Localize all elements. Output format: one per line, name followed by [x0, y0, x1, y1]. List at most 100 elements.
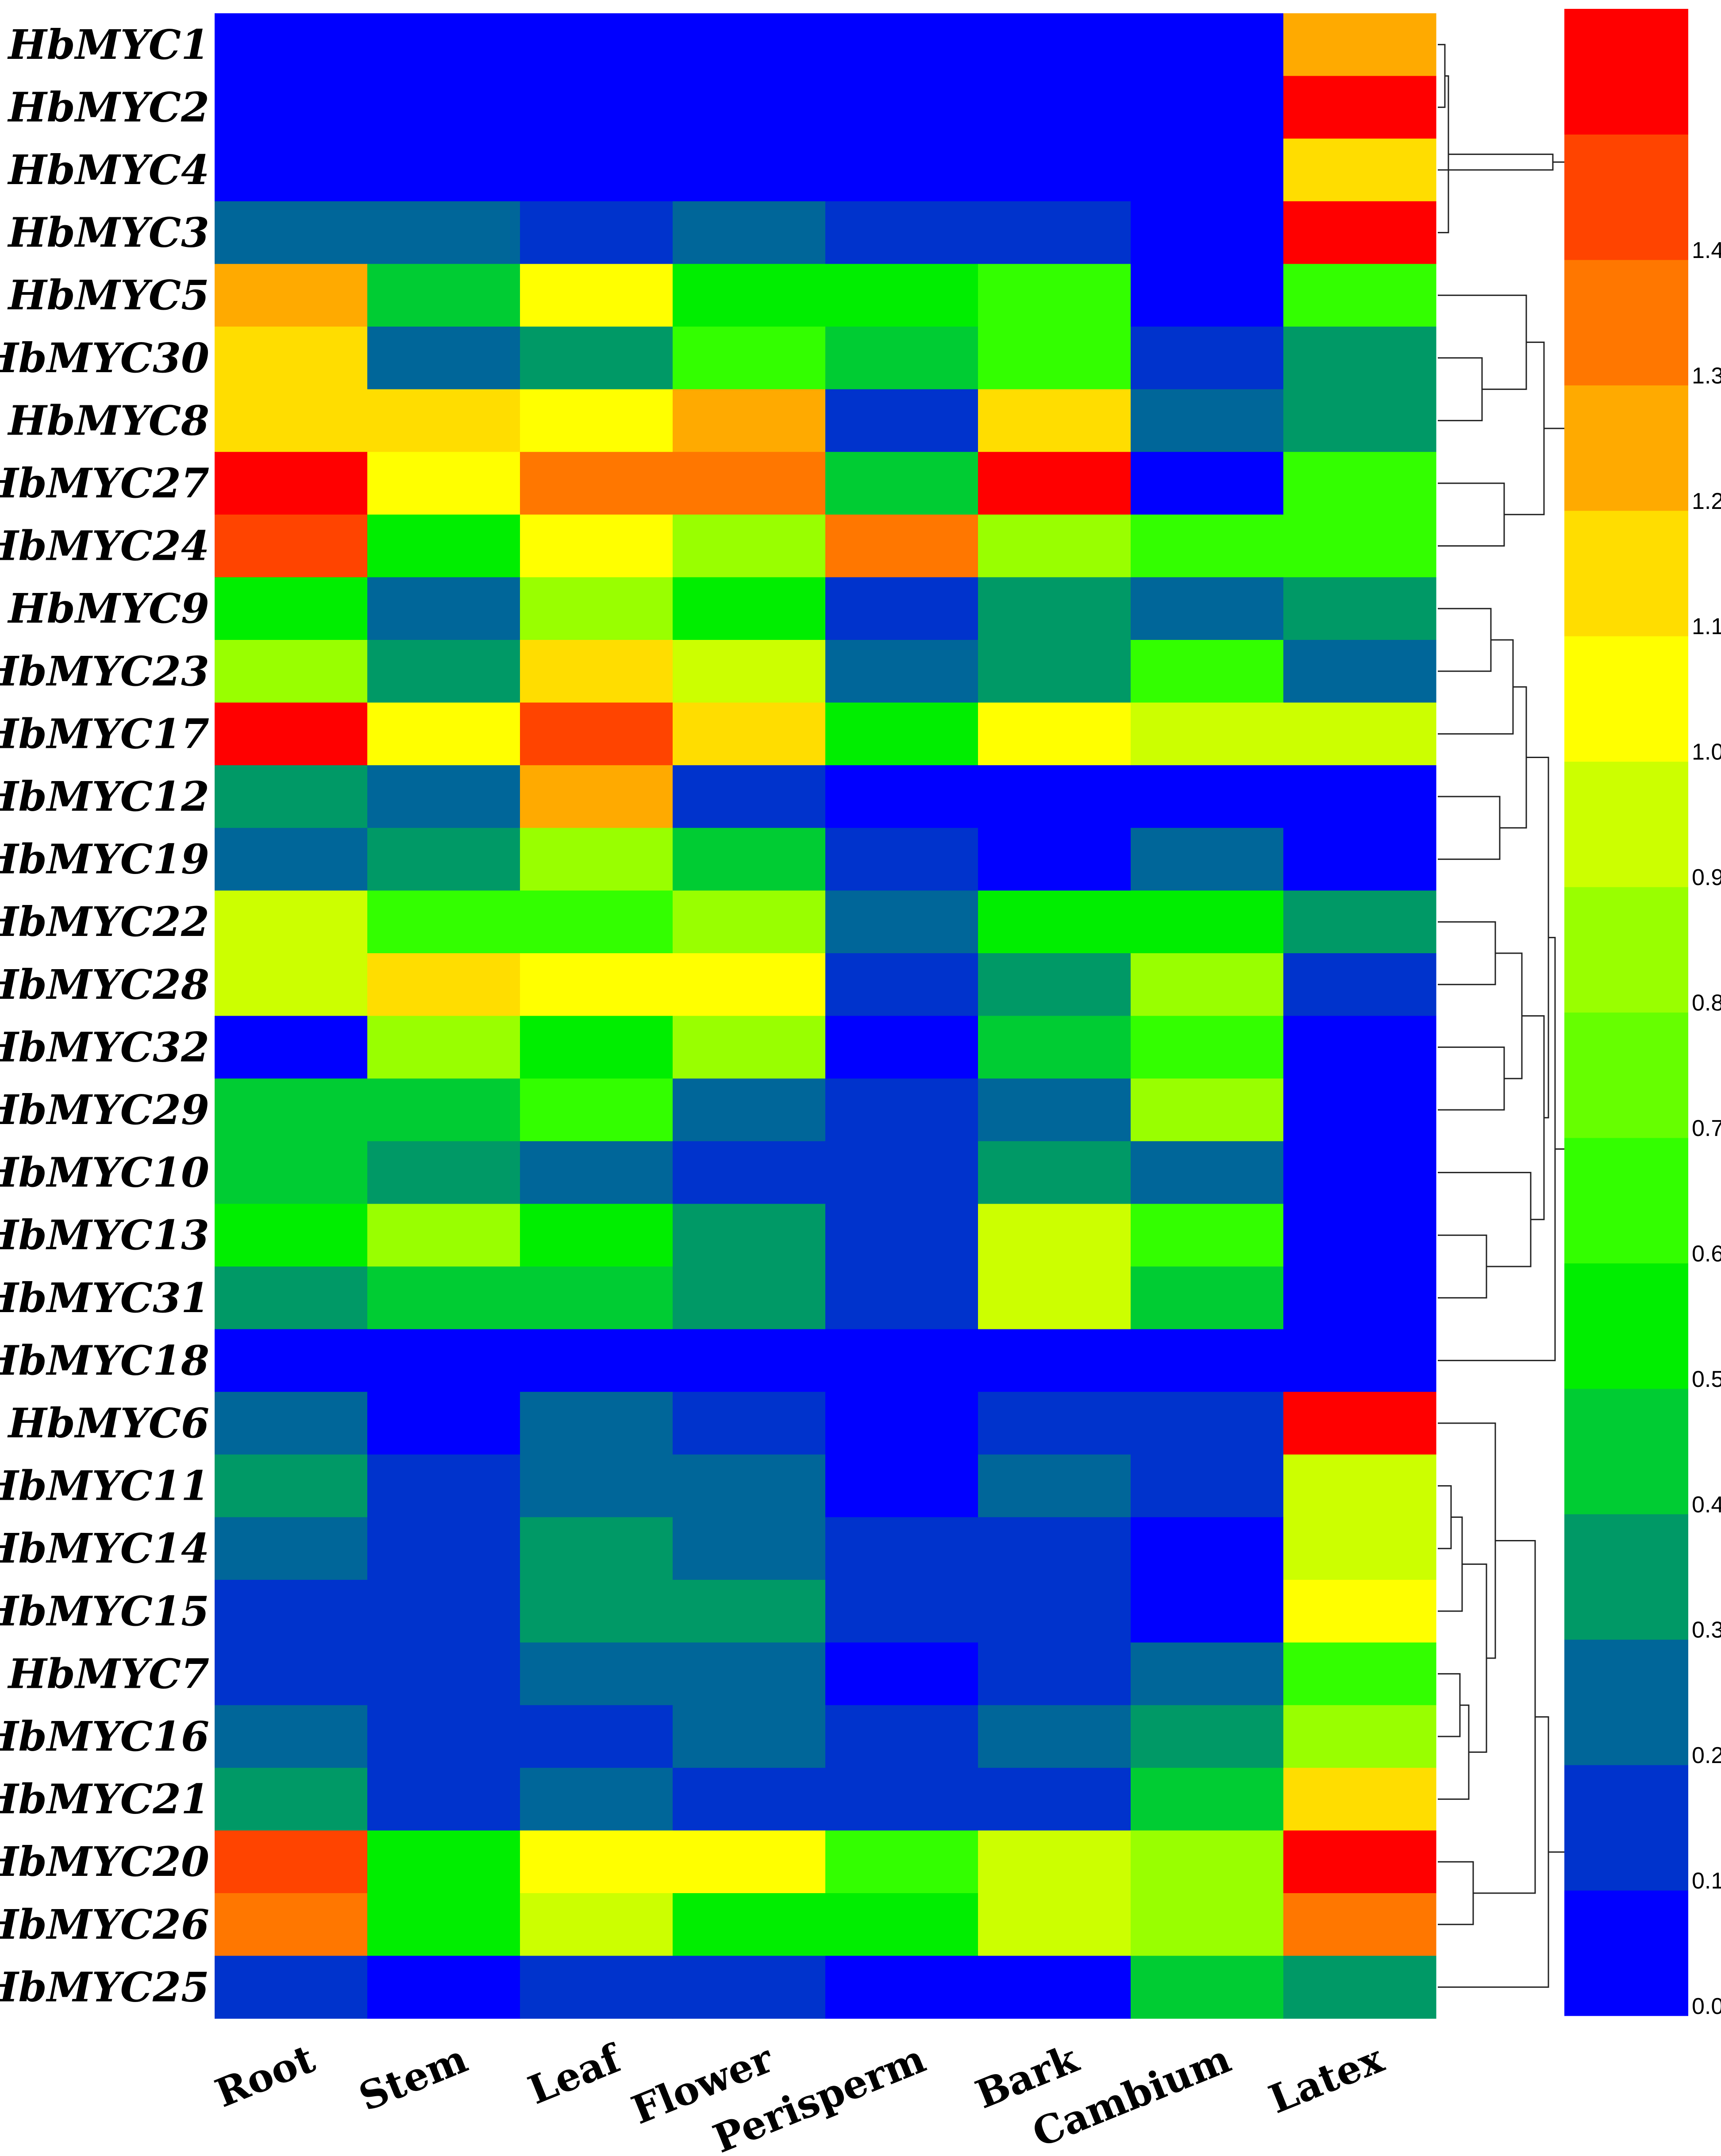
heatmap-cell-HbMYC21-Root — [215, 1767, 368, 1831]
dendrogram-branch — [1438, 921, 1496, 986]
heatmap-cell-HbMYC14-Bark — [978, 1517, 1131, 1580]
heatmap-cell-HbMYC8-Latex — [1283, 389, 1436, 452]
heatmap-cell-HbMYC21-Leaf — [520, 1767, 673, 1831]
column-label: Stem — [353, 2035, 474, 2120]
heatmap-cell-HbMYC15-Stem — [367, 1580, 520, 1643]
heatmap-cell-HbMYC6-Leaf — [520, 1392, 673, 1455]
heatmap-cell-HbMYC12-Latex — [1283, 765, 1436, 828]
heatmap-cell-HbMYC24-Root — [215, 514, 368, 578]
scale-tick-label: 1.05 — [1692, 739, 1721, 765]
dendrogram-branch — [1438, 357, 1483, 421]
heatmap-cell-HbMYC12-Flower — [673, 765, 826, 828]
heatmap-cell-HbMYC1-Root — [215, 13, 368, 77]
heatmap-cell-HbMYC23-Leaf — [520, 640, 673, 703]
heatmap-cell-HbMYC10-Leaf — [520, 1141, 673, 1204]
row-label: HbMYC29 — [0, 1086, 209, 1134]
row-label: HbMYC10 — [0, 1149, 209, 1197]
heatmap-cell-HbMYC32-Perisperm — [825, 1016, 978, 1079]
scale-swatch — [1564, 510, 1688, 636]
row-label: HbMYC1 — [7, 21, 209, 69]
heatmap-cell-HbMYC17-Leaf — [520, 702, 673, 766]
heatmap-cell-HbMYC17-Bark — [978, 702, 1131, 766]
heatmap-cell-HbMYC27-Bark — [978, 452, 1131, 515]
heatmap-cell-HbMYC18-Cambium — [1131, 1329, 1284, 1392]
heatmap-cell-HbMYC32-Leaf — [520, 1016, 673, 1079]
row-label: HbMYC25 — [0, 1963, 209, 2011]
heatmap-cell-HbMYC19-Flower — [673, 828, 826, 891]
heatmap-cell-HbMYC11-Bark — [978, 1454, 1131, 1517]
heatmap-cell-HbMYC10-Root — [215, 1141, 368, 1204]
heatmap-cell-HbMYC29-Stem — [367, 1078, 520, 1142]
heatmap-cell-HbMYC7-Bark — [978, 1642, 1131, 1706]
heatmap-cell-HbMYC24-Latex — [1283, 514, 1436, 578]
heatmap-cell-HbMYC15-Perisperm — [825, 1580, 978, 1643]
heatmap-cell-HbMYC22-Leaf — [520, 890, 673, 954]
heatmap-cell-HbMYC29-Flower — [673, 1078, 826, 1142]
heatmap-cell-HbMYC25-Cambium — [1131, 1956, 1284, 2019]
heatmap-cell-HbMYC17-Root — [215, 702, 368, 766]
heatmap-cell-HbMYC28-Bark — [978, 953, 1131, 1016]
heatmap-cell-HbMYC28-Cambium — [1131, 953, 1284, 1016]
heatmap-cell-HbMYC1-Bark — [978, 13, 1131, 77]
row-label: HbMYC17 — [0, 710, 209, 758]
scale-swatch — [1564, 134, 1688, 260]
heatmap-cell-HbMYC3-Perisperm — [825, 201, 978, 264]
dendrogram-branch — [1462, 1563, 1487, 1753]
scale-swatch — [1564, 1765, 1688, 1891]
heatmap-cell-HbMYC19-Stem — [367, 828, 520, 891]
heatmap-cell-HbMYC5-Cambium — [1131, 264, 1284, 327]
heatmap-cell-HbMYC25-Latex — [1283, 1956, 1436, 2019]
heatmap-cell-HbMYC20-Latex — [1283, 1830, 1436, 1894]
heatmap-cell-HbMYC18-Flower — [673, 1329, 826, 1392]
heatmap-cell-HbMYC10-Stem — [367, 1141, 520, 1204]
heatmap-cell-HbMYC15-Cambium — [1131, 1580, 1284, 1643]
heatmap-cell-HbMYC11-Perisperm — [825, 1454, 978, 1517]
heatmap-cell-HbMYC2-Root — [215, 76, 368, 139]
heatmap-cell-HbMYC23-Root — [215, 640, 368, 703]
scale-tick-label: 0.84 — [1692, 990, 1721, 1016]
heatmap-cell-HbMYC16-Cambium — [1131, 1705, 1284, 1768]
row-label: HbMYC31 — [0, 1274, 209, 1322]
heatmap-cell-HbMYC2-Stem — [367, 76, 520, 139]
heatmap-cell-HbMYC3-Stem — [367, 201, 520, 264]
heatmap-cell-HbMYC6-Bark — [978, 1392, 1131, 1455]
scale-swatch — [1564, 1137, 1688, 1263]
heatmap-cell-HbMYC12-Cambium — [1131, 765, 1284, 828]
heatmap-cell-HbMYC2-Flower — [673, 76, 826, 139]
heatmap-cell-HbMYC29-Bark — [978, 1078, 1131, 1142]
heatmap-cell-HbMYC7-Leaf — [520, 1642, 673, 1706]
heatmap-cell-HbMYC3-Flower — [673, 201, 826, 264]
row-label: HbMYC4 — [7, 146, 209, 194]
scale-tick-label: 0.21 — [1692, 1743, 1721, 1768]
row-label: HbMYC32 — [0, 1023, 209, 1071]
heatmap-cell-HbMYC32-Latex — [1283, 1016, 1436, 1079]
heatmap-cell-HbMYC21-Bark — [978, 1767, 1131, 1831]
heatmap-cell-HbMYC16-Flower — [673, 1705, 826, 1768]
heatmap-cell-HbMYC29-Leaf — [520, 1078, 673, 1142]
heatmap-cell-HbMYC19-Perisperm — [825, 828, 978, 891]
heatmap-cell-HbMYC16-Perisperm — [825, 1705, 978, 1768]
heatmap-cell-HbMYC17-Latex — [1283, 702, 1436, 766]
heatmap-cell-HbMYC4-Leaf — [520, 139, 673, 202]
row-label: HbMYC27 — [0, 459, 209, 507]
heatmap-cell-HbMYC19-Bark — [978, 828, 1131, 891]
heatmap-cell-HbMYC20-Stem — [367, 1830, 520, 1894]
heatmap-cell-HbMYC22-Cambium — [1131, 890, 1284, 954]
heatmap-cell-HbMYC3-Leaf — [520, 201, 673, 264]
row-label: HbMYC26 — [0, 1901, 209, 1948]
heatmap-cell-HbMYC9-Bark — [978, 577, 1131, 640]
heatmap-cell-HbMYC11-Stem — [367, 1454, 520, 1517]
heatmap-cell-HbMYC20-Flower — [673, 1830, 826, 1894]
heatmap-cell-HbMYC8-Bark — [978, 389, 1131, 452]
dendrogram-branch — [1438, 1485, 1452, 1549]
dendrogram-branch — [1438, 1673, 1461, 1737]
heatmap-cell-HbMYC6-Root — [215, 1392, 368, 1455]
heatmap-cell-HbMYC24-Leaf — [520, 514, 673, 578]
heatmap-cell-HbMYC22-Perisperm — [825, 890, 978, 954]
heatmap-cell-HbMYC21-Cambium — [1131, 1767, 1284, 1831]
color-scale: 0.00 0.10 0.21 0.31 0.42 0.52 0.63 0.73 0.84 0.94… — [1564, 9, 1721, 2019]
heatmap-cell-HbMYC32-Cambium — [1131, 1016, 1284, 1079]
heatmap-cell-HbMYC25-Bark — [978, 1956, 1131, 2019]
